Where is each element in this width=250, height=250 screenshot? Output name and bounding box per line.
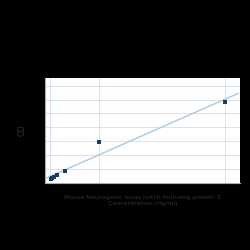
Y-axis label: OD: OD bbox=[18, 124, 27, 136]
Point bbox=[224, 100, 228, 104]
X-axis label: Mouse Neurogenic locus notch homolog protein 3
Concentration (ng/ml): Mouse Neurogenic locus notch homolog pro… bbox=[64, 196, 221, 206]
Point bbox=[96, 140, 100, 144]
Point bbox=[49, 177, 53, 181]
Point bbox=[62, 169, 66, 173]
Point bbox=[55, 173, 59, 177]
Point bbox=[50, 176, 54, 180]
Point bbox=[52, 175, 56, 179]
